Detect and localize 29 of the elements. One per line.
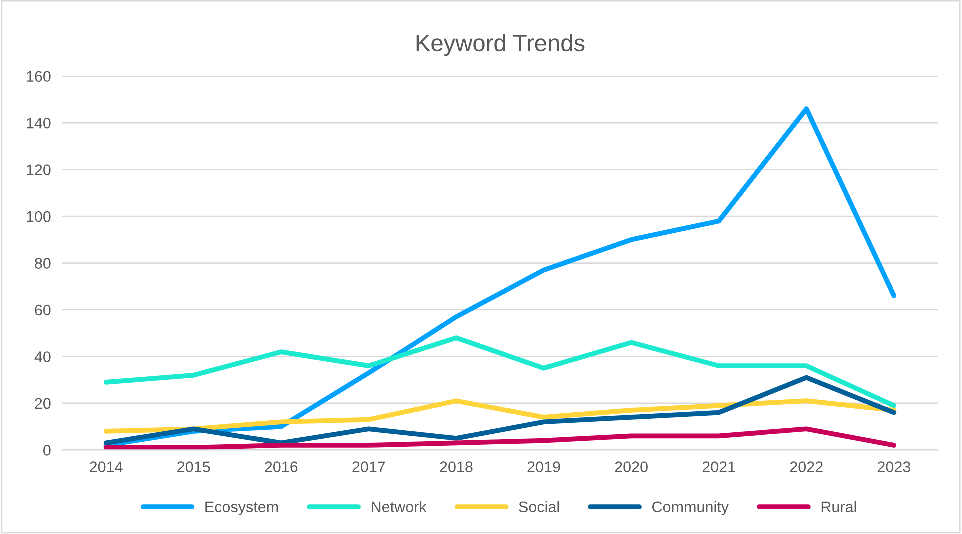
y-tick-label: 160: [27, 71, 51, 82]
legend-label: Community: [652, 501, 729, 516]
legend-label: Ecosystem: [206, 502, 278, 516]
line-series: [104, 375, 897, 446]
x-tick-label: 2019: [528, 462, 560, 472]
x-tick-label: 2016: [265, 462, 298, 472]
x-tick-label: 2015: [178, 462, 210, 472]
chart-title: Keyword Trends: [416, 34, 585, 56]
y-tick-label: 100: [27, 211, 51, 222]
y-tick-label: 60: [35, 304, 51, 316]
y-tick-label: 120: [27, 164, 51, 176]
y-tick-label: 140: [27, 118, 51, 129]
legend-label: Rural: [822, 501, 856, 513]
x-tick-label: 2021: [702, 462, 736, 472]
y-tick-label: 80: [35, 258, 51, 269]
y-tick-label: 0: [44, 445, 51, 456]
x-tick-label: 2023: [878, 462, 911, 472]
legend-label: Social: [519, 501, 560, 513]
y-tick-label: 40: [34, 352, 51, 362]
x-tick-label: 2020: [615, 462, 648, 472]
x-tick-label: 2018: [440, 462, 473, 472]
line-series: [104, 398, 897, 434]
x-tick-label: 2022: [790, 462, 823, 472]
x-tick-label: 2017: [352, 462, 386, 472]
y-tick-label: 20: [35, 398, 51, 410]
x-tick-label: 2014: [90, 462, 123, 472]
line-series: [104, 426, 897, 450]
legend-label: Network: [372, 501, 427, 513]
line-series: [104, 336, 897, 408]
